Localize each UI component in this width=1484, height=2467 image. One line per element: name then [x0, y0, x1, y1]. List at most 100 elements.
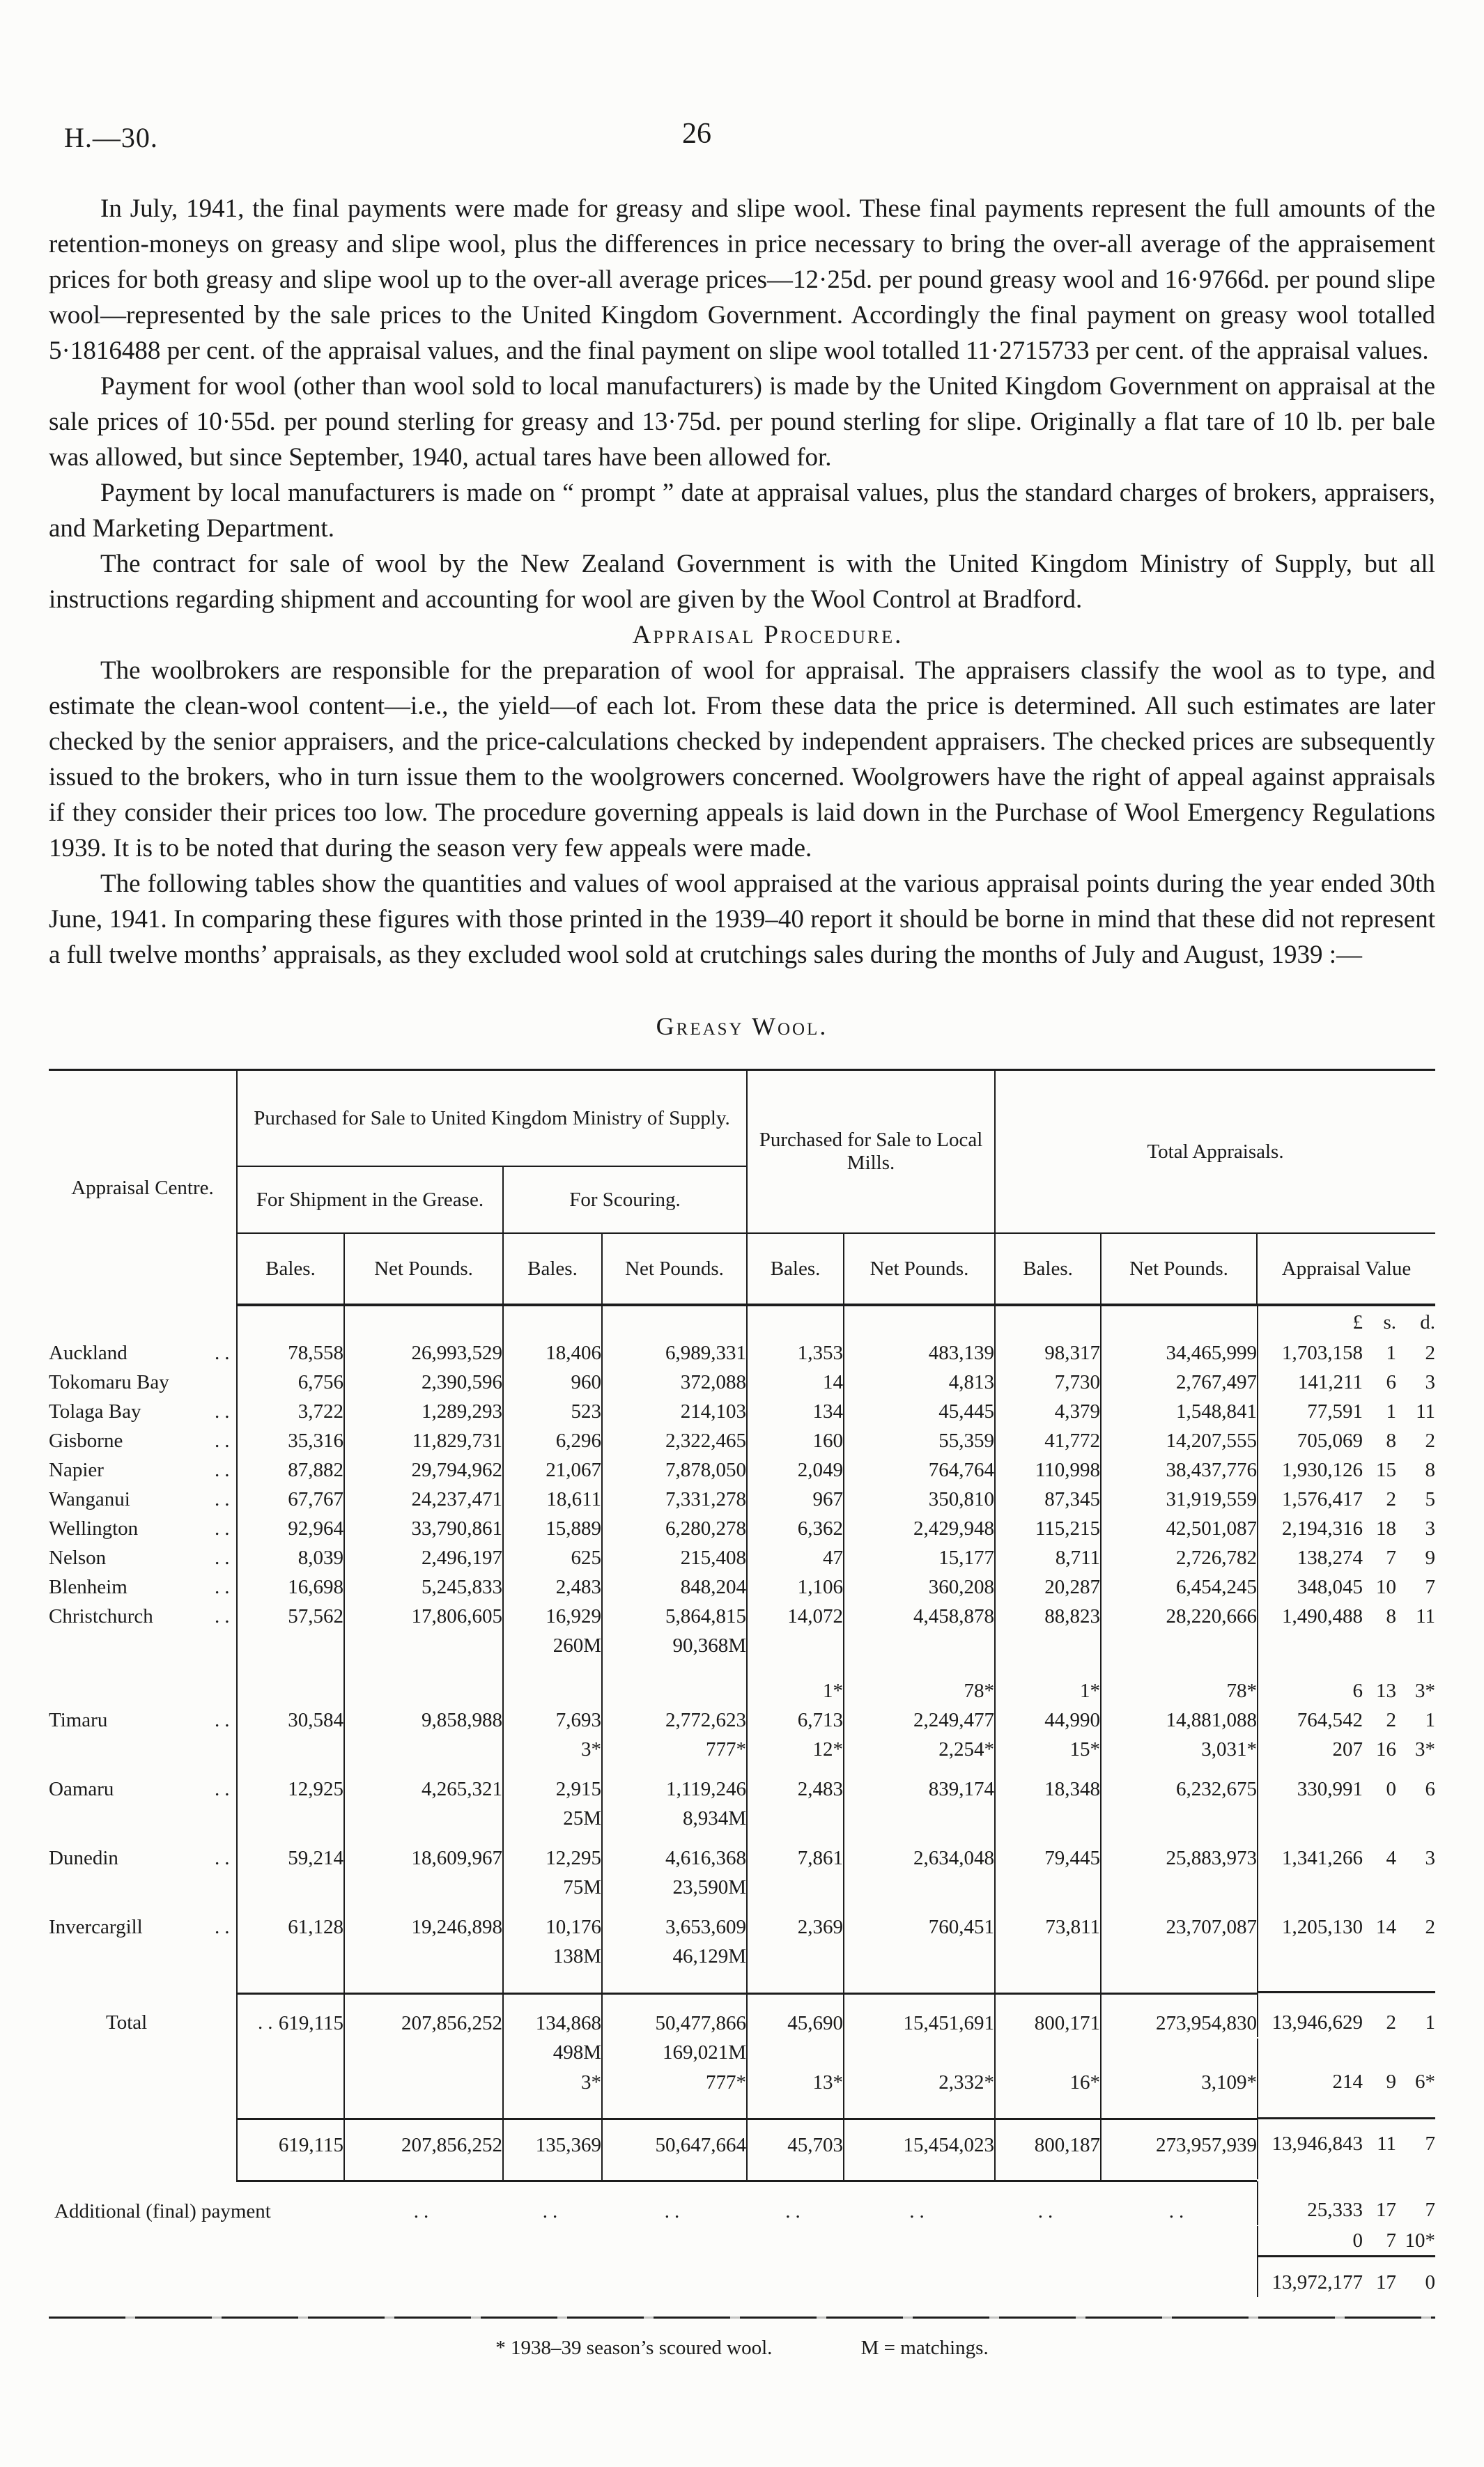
numeric-cell: 34,465,999	[1100, 1338, 1258, 1368]
leader-dots-cell: ..	[1168, 2199, 1189, 2222]
numeric-cell: 273,954,830	[1100, 1993, 1258, 2039]
numeric-cell: 79,445	[994, 1833, 1102, 1873]
centre-label-cell	[49, 1305, 237, 1338]
table-row: Nelson.. 8,039 2,496,197 625 215,408 47 15,177…	[49, 1543, 1435, 1572]
numeric-cell: 960	[502, 1368, 602, 1397]
numeric-cell: 5,864,815	[601, 1602, 748, 1631]
appraisal-value-cell: 348,045 10 7	[1257, 1572, 1435, 1602]
numeric-cell	[343, 1942, 503, 1995]
numeric-cell: 7,693	[502, 1706, 602, 1735]
numeric-cell: 14,207,555	[1100, 1426, 1258, 1455]
appraisal-value-cell: 6 13 3*	[1257, 1660, 1435, 1706]
table-row: Oamaru.. 12,925 4,265,321 2,915 1,119,246 2,4…	[49, 1764, 1435, 1804]
numeric-cell	[747, 2255, 844, 2297]
header-grease-bales: Bales.	[236, 1233, 344, 1306]
numeric-cell: 42,501,087	[1100, 1514, 1258, 1543]
numeric-cell: 523	[502, 1397, 602, 1426]
numeric-cell: 1,289,293	[343, 1397, 503, 1426]
header-total-net-pounds: Net Pounds.	[1100, 1233, 1258, 1306]
numeric-cell	[343, 1804, 503, 1833]
table-row: Gisborne.. 35,316 11,829,731 6,296 2,322,465…	[49, 1426, 1435, 1455]
numeric-cell: 23,707,087	[1100, 1902, 1258, 1942]
numeric-cell	[236, 1735, 344, 1764]
centre-label-cell	[49, 2255, 237, 2297]
numeric-cell	[994, 1804, 1102, 1833]
header-scouring-net-pounds: Net Pounds.	[601, 1233, 748, 1306]
numeric-cell: 6,362	[746, 1514, 844, 1543]
header-local-mills: Purchased for Sale to Local Mills.	[746, 1071, 996, 1234]
appraisal-value-cell: 13,946,843 11 7	[1257, 2119, 1435, 2179]
appraisal-value-cell: 1,205,130 14 2	[1257, 1902, 1435, 1942]
numeric-cell	[236, 2038, 344, 2068]
numeric-cell: 87,882	[236, 1455, 344, 1485]
numeric-cell: 16*	[994, 2067, 1102, 2120]
centre-label-cell	[49, 1804, 237, 1833]
numeric-cell: 2,369	[746, 1902, 844, 1942]
numeric-cell: 1*	[994, 1660, 1102, 1706]
numeric-cell: 35,316	[236, 1426, 344, 1455]
numeric-cell: 26,993,529	[343, 1338, 503, 1368]
numeric-cell: 90,368M	[601, 1631, 748, 1660]
numeric-cell: 15,451,691	[843, 1993, 996, 2039]
body-text: In July, 1941, the final payments were m…	[49, 191, 1435, 973]
numeric-cell	[236, 1305, 344, 1338]
numeric-cell	[343, 1873, 503, 1902]
appraisal-value-cell: 1,341,266 4 3	[1257, 1833, 1435, 1873]
table-row: 0 7 10*	[49, 2226, 1435, 2255]
numeric-cell	[503, 2255, 602, 2297]
numeric-cell	[994, 1305, 1102, 1338]
appraisal-value-cell: 25,333 17 7	[1257, 2181, 1435, 2225]
page-number: 26	[682, 118, 711, 150]
centre-label-cell: Wanganui..	[49, 1487, 235, 1510]
masthead: H.—30. 26	[49, 117, 1435, 160]
numeric-cell: 619,115	[236, 2119, 344, 2182]
numeric-cell	[236, 1942, 344, 1995]
numeric-cell: 25,883,973	[1100, 1833, 1258, 1873]
numeric-cell	[602, 2226, 747, 2255]
numeric-cell: 15,454,023	[843, 2119, 996, 2182]
table-row: Wellington.. 92,964 33,790,861 15,889 6,280,…	[49, 1514, 1435, 1543]
numeric-cell	[844, 2226, 995, 2255]
numeric-cell: 110,998	[994, 1455, 1102, 1485]
numeric-cell: 215,408	[601, 1543, 748, 1572]
numeric-cell	[746, 1804, 844, 1833]
table-row: Wanganui.. 67,767 24,237,471 18,611 7,331,27…	[49, 1485, 1435, 1514]
numeric-cell: 777*	[601, 2067, 748, 2120]
footnote-scoured-wool: * 1938–39 season’s scoured wool.	[495, 2337, 773, 2359]
numeric-cell: 29,794,962	[343, 1455, 503, 1485]
centre-label-cell	[49, 2039, 237, 2068]
numeric-cell: 2,496,197	[343, 1543, 503, 1572]
numeric-cell: 30,584	[236, 1706, 344, 1735]
table-row: 138M 46,129M	[49, 1942, 1436, 1995]
section-heading: Appraisal Procedure.	[632, 621, 904, 649]
table-row: 75M 23,590M	[49, 1873, 1435, 1902]
numeric-cell: 47	[746, 1543, 844, 1572]
numeric-cell: 4,458,878	[843, 1602, 996, 1631]
numeric-cell	[995, 2226, 1101, 2255]
appraisal-value-cell: 13,972,177 17 0	[1257, 2255, 1436, 2297]
numeric-cell	[746, 1873, 844, 1902]
numeric-cell: 4,813	[843, 1368, 996, 1397]
numeric-cell	[843, 1942, 996, 1995]
centre-label-cell: Auckland..	[49, 1341, 235, 1364]
numeric-cell: 2,322,465	[601, 1426, 748, 1455]
leader-dots-cell: ..	[785, 2199, 805, 2222]
table-row: £ s. d.	[49, 1305, 1435, 1338]
appraisal-value-cell: 764,542 2 1	[1257, 1706, 1435, 1735]
numeric-cell: 75M	[502, 1873, 602, 1902]
numeric-cell: 88,823	[994, 1602, 1102, 1631]
numeric-cell	[1101, 2226, 1257, 2255]
numeric-cell	[343, 1305, 503, 1338]
centre-label-cell: Additional (final) payment	[54, 2199, 271, 2222]
numeric-cell: 6,232,675	[1100, 1764, 1258, 1804]
numeric-cell	[601, 1305, 748, 1338]
numeric-cell	[994, 1942, 1102, 1995]
numeric-cell: 24,237,471	[343, 1485, 503, 1514]
numeric-cell	[344, 2255, 503, 2297]
header-scouring: For Scouring.	[502, 1166, 748, 1234]
numeric-cell: 2,483	[746, 1764, 844, 1804]
numeric-cell	[746, 1942, 844, 1995]
table-row: 1* 78* 1* 78* 6 13 3*	[49, 1660, 1435, 1706]
numeric-cell: 8,711	[994, 1543, 1102, 1572]
table-row: Timaru.. 30,584 9,858,988 7,693 2,772,623 6,7…	[49, 1706, 1435, 1735]
